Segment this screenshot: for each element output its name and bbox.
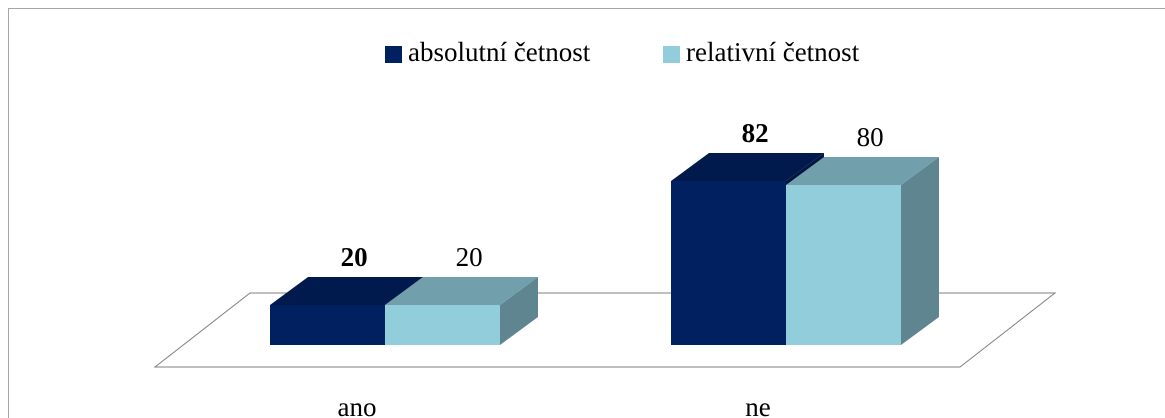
x-tick-label: ne: [745, 392, 771, 418]
bar-side: [901, 157, 939, 345]
bar: [385, 305, 500, 345]
x-tick-label: ano: [338, 392, 377, 418]
bar-side: [500, 277, 538, 345]
value-label: 82: [742, 118, 769, 148]
bar: [671, 181, 786, 345]
value-label: 20: [456, 242, 483, 272]
legend-label: relativní četnost: [686, 37, 860, 67]
bar: [270, 305, 385, 345]
legend-label: absolutní četnost: [408, 37, 591, 67]
bar-top: [385, 277, 538, 305]
legend-swatch: [663, 46, 680, 63]
bar-top: [786, 157, 939, 185]
bar: [786, 185, 901, 345]
bar-top: [671, 153, 824, 181]
value-label: 80: [857, 122, 884, 152]
value-label: 20: [341, 242, 368, 272]
bar-top: [270, 277, 423, 305]
legend-swatch: [385, 46, 402, 63]
